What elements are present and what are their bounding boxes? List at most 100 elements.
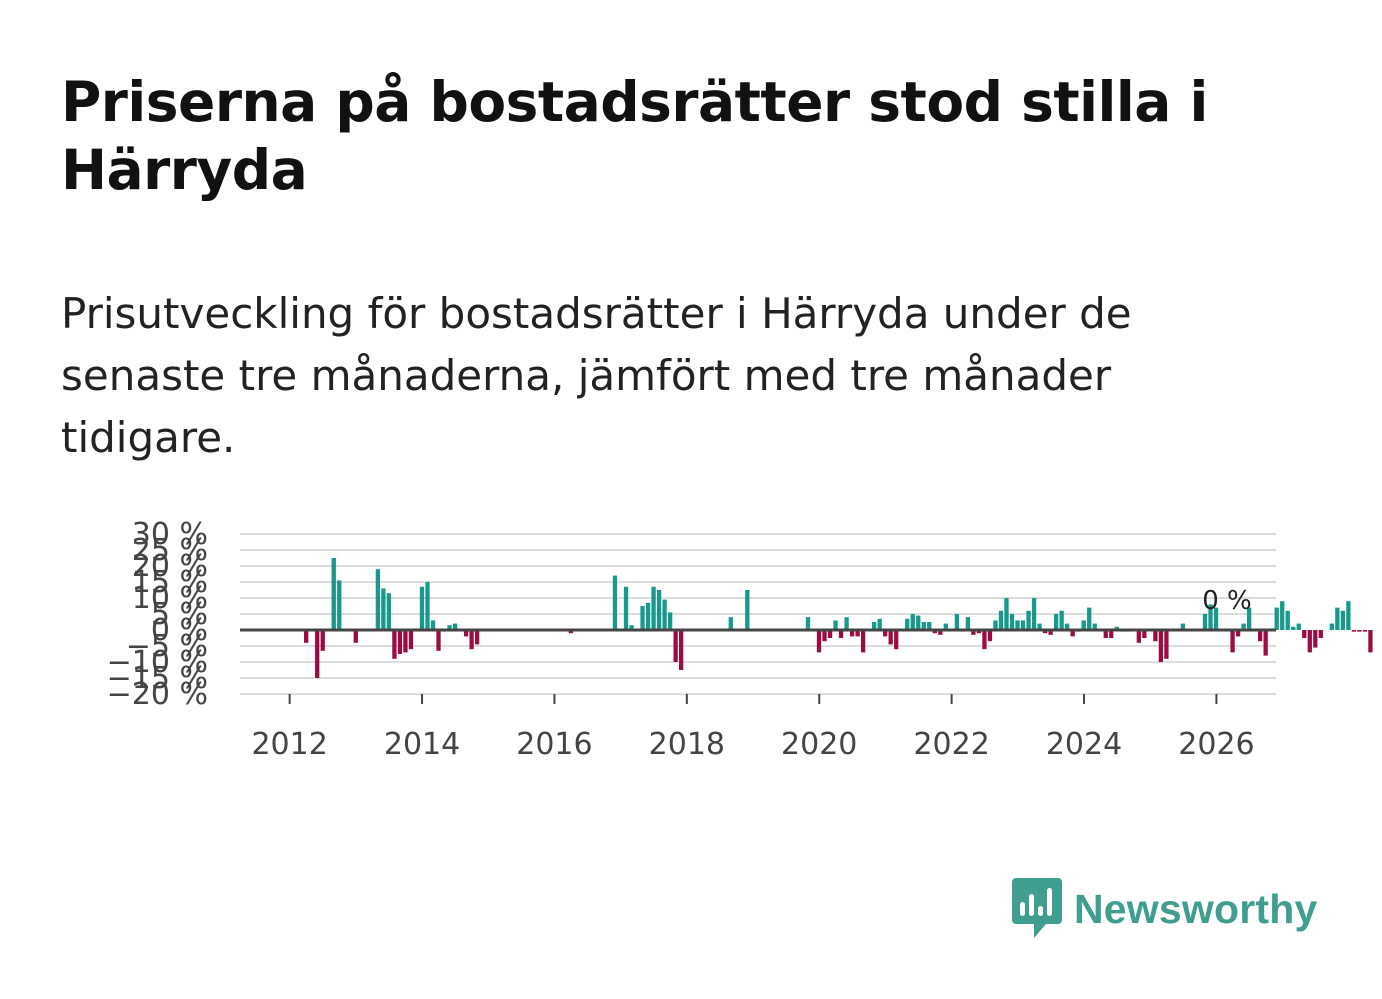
bar bbox=[1235, 630, 1241, 637]
bar bbox=[337, 580, 342, 630]
bar bbox=[1142, 630, 1147, 638]
y-tick-label: −15 % bbox=[107, 661, 208, 696]
bar bbox=[905, 618, 910, 630]
bar bbox=[419, 586, 425, 630]
bar bbox=[651, 586, 656, 630]
bar bbox=[612, 575, 618, 630]
bar bbox=[745, 590, 750, 630]
bar bbox=[381, 588, 386, 630]
bar bbox=[1087, 607, 1092, 630]
bar bbox=[1263, 630, 1268, 656]
y-tick-label: 15 % bbox=[132, 565, 208, 600]
bar bbox=[910, 614, 915, 630]
bar bbox=[849, 630, 855, 637]
bar bbox=[425, 582, 430, 630]
y-tick-label: −20 % bbox=[107, 677, 208, 712]
x-tick-label: 2016 bbox=[516, 727, 592, 762]
x-tick-label: 2012 bbox=[251, 727, 327, 762]
bar bbox=[436, 630, 441, 651]
bar bbox=[883, 630, 888, 637]
bar bbox=[943, 623, 948, 630]
bar bbox=[1357, 630, 1362, 632]
brand-logo[interactable]: Newsworthy bbox=[1012, 878, 1318, 940]
bar bbox=[822, 630, 827, 642]
bar bbox=[1246, 607, 1252, 630]
y-tick-label: 20 % bbox=[132, 549, 208, 584]
bar bbox=[1031, 598, 1037, 630]
bar bbox=[987, 630, 993, 642]
bar bbox=[1042, 630, 1048, 634]
bar bbox=[1180, 623, 1186, 630]
bar bbox=[1274, 607, 1279, 630]
bar bbox=[1092, 623, 1097, 630]
bar bbox=[927, 622, 932, 630]
bar bbox=[447, 625, 452, 630]
bar bbox=[645, 602, 651, 630]
bar bbox=[1258, 630, 1263, 642]
bar bbox=[833, 620, 838, 630]
bar bbox=[1136, 630, 1141, 643]
bar bbox=[1070, 630, 1075, 637]
bar bbox=[1340, 610, 1346, 630]
bar bbox=[1048, 630, 1053, 635]
bar bbox=[805, 617, 811, 630]
bar bbox=[375, 569, 381, 630]
bar bbox=[877, 618, 882, 630]
bar bbox=[1307, 630, 1312, 653]
bar bbox=[331, 558, 336, 630]
bar bbox=[1026, 610, 1031, 630]
bar bbox=[1351, 630, 1357, 632]
y-tick-label: −5 % bbox=[126, 629, 208, 664]
newsworthy-bar-chart-icon bbox=[1012, 878, 1062, 938]
bar bbox=[971, 630, 976, 635]
bar bbox=[403, 630, 408, 653]
bar bbox=[469, 630, 474, 650]
bar bbox=[1153, 630, 1158, 642]
y-tick-label: 30 % bbox=[132, 517, 208, 552]
bars bbox=[304, 558, 1373, 678]
chart-title: Priserna på bostadsrätter stod stilla i … bbox=[61, 70, 1208, 202]
bar bbox=[838, 630, 844, 638]
bar bbox=[474, 630, 480, 645]
bar bbox=[1291, 626, 1296, 630]
bar bbox=[1313, 630, 1318, 648]
bar bbox=[1109, 630, 1114, 638]
bar bbox=[976, 630, 982, 634]
bar bbox=[855, 630, 860, 637]
bar bbox=[860, 630, 866, 653]
bar bbox=[1202, 614, 1208, 630]
bar bbox=[993, 620, 998, 630]
bar bbox=[965, 617, 971, 630]
bar bbox=[1285, 610, 1290, 630]
bar bbox=[1230, 630, 1235, 653]
bar bbox=[315, 630, 320, 678]
bar bbox=[1004, 598, 1009, 630]
bar bbox=[463, 630, 469, 637]
y-tick-label: 0 % bbox=[151, 613, 208, 648]
bar bbox=[816, 630, 822, 653]
y-axis-ticks: −20 %−15 %−10 %−5 %0 %5 %10 %15 %20 %25 … bbox=[107, 517, 208, 712]
bar bbox=[623, 586, 629, 630]
bar bbox=[844, 617, 849, 630]
bar bbox=[1213, 607, 1219, 630]
bar bbox=[673, 630, 678, 662]
bar bbox=[667, 612, 673, 630]
x-tick-label: 2018 bbox=[649, 727, 725, 762]
bar bbox=[1037, 623, 1042, 630]
bar bbox=[1302, 630, 1307, 638]
bar bbox=[662, 599, 667, 630]
x-tick-label: 2020 bbox=[781, 727, 857, 762]
bar bbox=[1020, 620, 1026, 630]
y-tick-label: −10 % bbox=[107, 645, 208, 680]
chart-subtitle: Prisutveckling för bostadsrätter i Härry… bbox=[61, 289, 1132, 462]
bar bbox=[1296, 623, 1301, 630]
gridlines bbox=[240, 533, 1276, 695]
bar bbox=[932, 630, 937, 634]
bar bbox=[1346, 601, 1351, 630]
bar bbox=[629, 625, 634, 630]
bar bbox=[1329, 623, 1334, 630]
bar bbox=[827, 630, 833, 638]
bar bbox=[938, 630, 943, 635]
bar bbox=[656, 590, 662, 630]
